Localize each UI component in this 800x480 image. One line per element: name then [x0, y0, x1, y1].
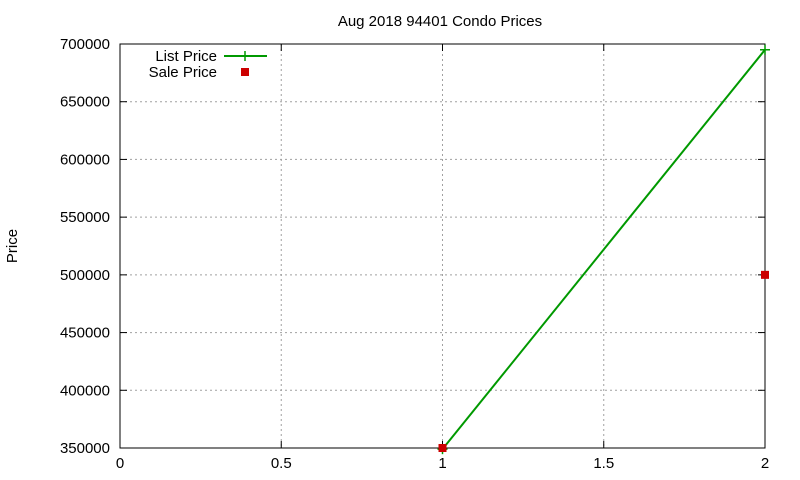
- data-point: [761, 270, 769, 279]
- y-tick-label: 600000: [60, 151, 110, 168]
- y-tick-label: 550000: [60, 209, 110, 226]
- y-tick-label: 350000: [60, 440, 110, 457]
- y-tick-label: 500000: [60, 267, 110, 284]
- x-tick-label: 0: [116, 455, 124, 472]
- x-tick-label: 1.5: [593, 455, 614, 472]
- y-axis-label: Price: [4, 229, 21, 263]
- y-tick-label: 650000: [60, 94, 110, 111]
- data-point: [760, 44, 770, 55]
- series-list-price: [437, 44, 770, 455]
- x-tick-label: 0.5: [271, 455, 292, 472]
- legend-marker: [240, 51, 250, 61]
- series-line: [441, 49, 766, 450]
- y-tick-label: 450000: [60, 325, 110, 342]
- grid-lines: [120, 44, 765, 448]
- legend-label: List Price: [155, 48, 217, 65]
- y-tick-label: 700000: [60, 36, 110, 53]
- axis-ticks: 0 0.5 1 1.5 2 350000 400000 450000 500000 550000 6…: [60, 36, 769, 472]
- x-tick-label: 2: [761, 455, 769, 472]
- legend-label: Sale Price: [149, 64, 217, 81]
- data-point: [438, 444, 447, 452]
- data-series: [437, 44, 770, 455]
- legend-marker: [241, 68, 249, 76]
- y-tick-label: 400000: [60, 382, 110, 399]
- x-tick-label: 1: [438, 455, 446, 472]
- series-sale-price: [438, 270, 769, 452]
- chart-title: Aug 2018 94401 Condo Prices: [338, 13, 542, 30]
